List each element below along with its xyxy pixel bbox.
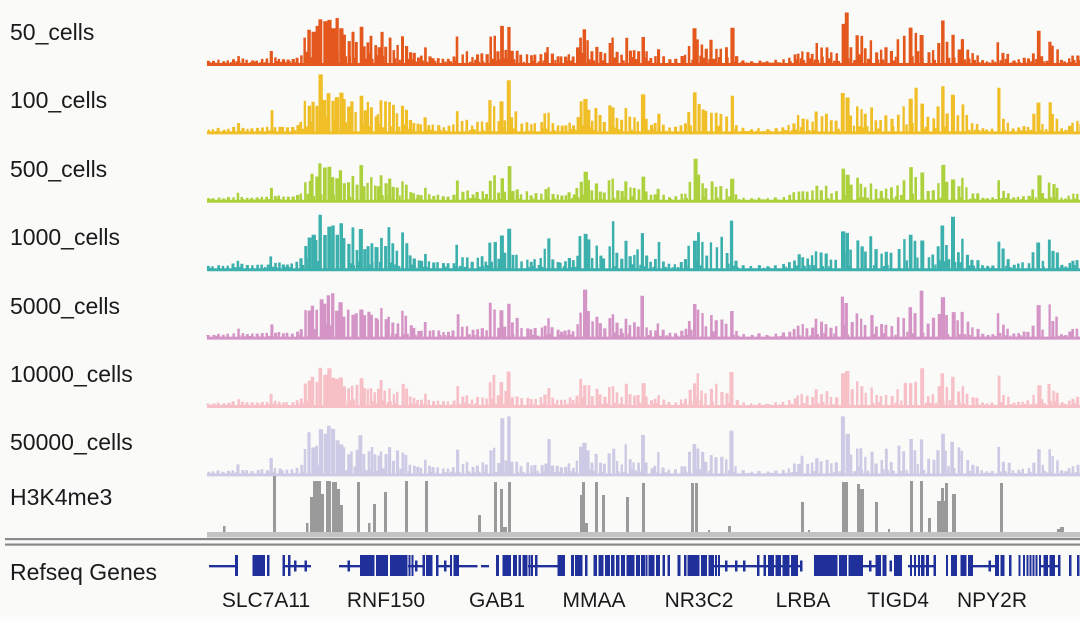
svg-text:100_cells: 100_cells xyxy=(10,87,107,113)
svg-text:LRBA: LRBA xyxy=(776,589,831,612)
svg-text:10000_cells: 10000_cells xyxy=(10,361,133,387)
svg-text:50_cells: 50_cells xyxy=(10,19,94,45)
svg-text:Refseq Genes: Refseq Genes xyxy=(10,559,157,585)
svg-text:NR3C2: NR3C2 xyxy=(665,589,734,612)
svg-text:NPY2R: NPY2R xyxy=(957,589,1027,612)
svg-text:1000_cells: 1000_cells xyxy=(10,224,120,250)
svg-text:50000_cells: 50000_cells xyxy=(10,429,133,455)
svg-text:TIGD4: TIGD4 xyxy=(867,589,929,612)
svg-text:MMAA: MMAA xyxy=(563,589,626,612)
svg-text:500_cells: 500_cells xyxy=(10,156,107,182)
svg-text:GAB1: GAB1 xyxy=(469,589,525,612)
svg-text:RNF150: RNF150 xyxy=(347,589,425,612)
svg-text:5000_cells: 5000_cells xyxy=(10,293,120,319)
svg-text:H3K4me3: H3K4me3 xyxy=(10,484,112,510)
svg-text:SLC7A11: SLC7A11 xyxy=(222,589,310,612)
